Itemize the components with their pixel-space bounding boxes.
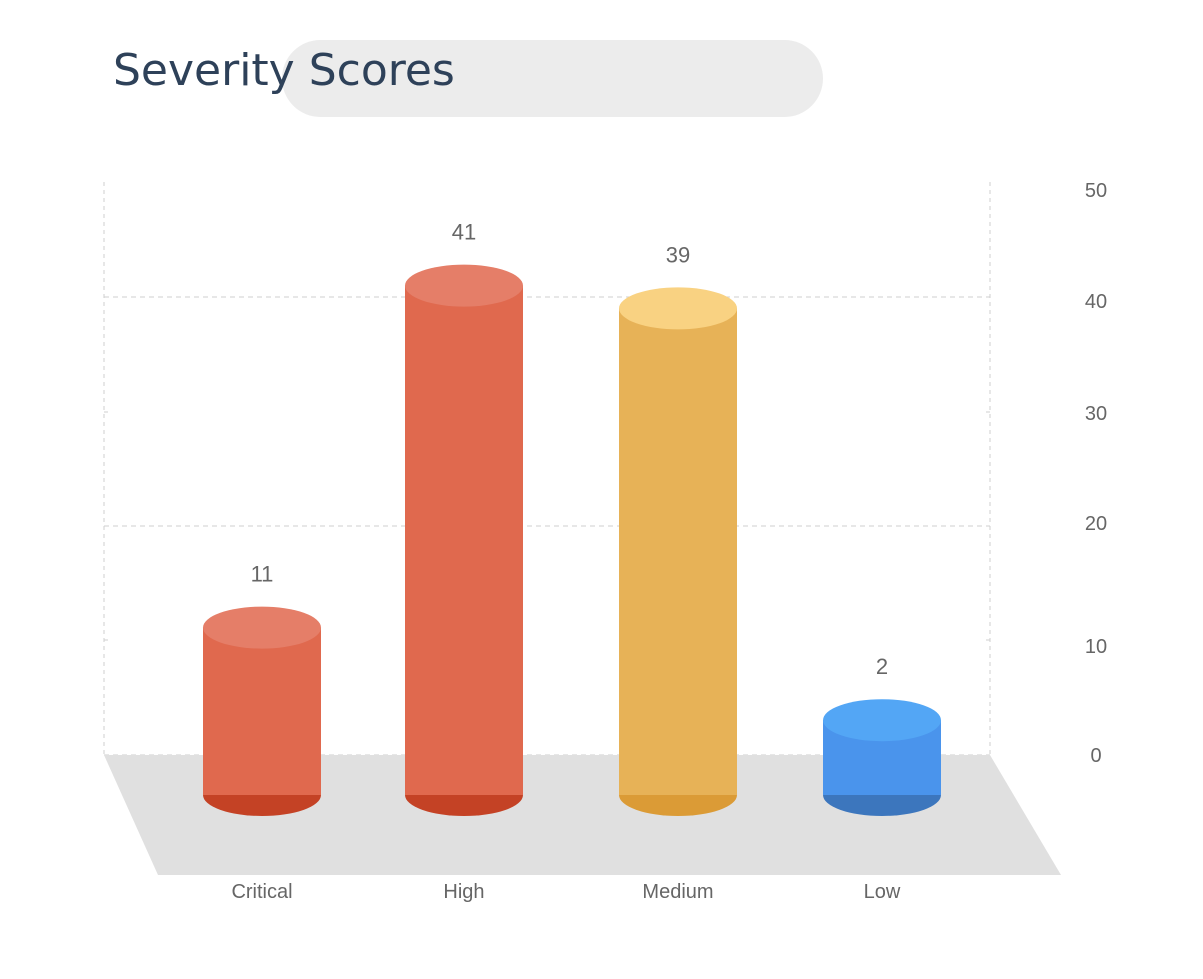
- bar-top: [203, 606, 321, 649]
- bar-low: [823, 699, 941, 816]
- x-tick-label: High: [443, 881, 484, 903]
- data-label: 41: [452, 220, 476, 245]
- y-tick-label: 10: [1085, 636, 1107, 658]
- chart-floor: [104, 755, 1061, 875]
- bar-critical: [203, 606, 321, 816]
- y-tick-label: 40: [1085, 291, 1107, 313]
- title-highlight: [282, 40, 823, 117]
- chart-title: Severity Scores: [113, 45, 455, 96]
- bar-top: [823, 699, 941, 742]
- x-tick-label: Low: [864, 881, 901, 903]
- labels-layer: 0 10 20 30 40 50 11 Critical 41 High 39 Medium 2 Low: [231, 180, 1107, 903]
- bar-high: [405, 264, 523, 816]
- bar-top: [619, 287, 737, 330]
- x-tick-label: Critical: [231, 881, 292, 903]
- y-tick-label: 20: [1085, 513, 1107, 535]
- data-label: 2: [876, 654, 888, 679]
- bar-medium: [619, 287, 737, 816]
- bar-body: [203, 627, 321, 795]
- bar-body: [405, 285, 523, 795]
- data-label: 11: [251, 562, 274, 587]
- bars-layer: [203, 264, 941, 816]
- x-tick-label: Medium: [642, 881, 713, 903]
- y-tick-label: 0: [1090, 745, 1101, 767]
- y-tick-label: 50: [1085, 180, 1107, 202]
- bar-body: [619, 308, 737, 795]
- bar-top: [405, 264, 523, 307]
- data-label: 39: [666, 242, 690, 267]
- y-tick-label: 30: [1085, 403, 1107, 425]
